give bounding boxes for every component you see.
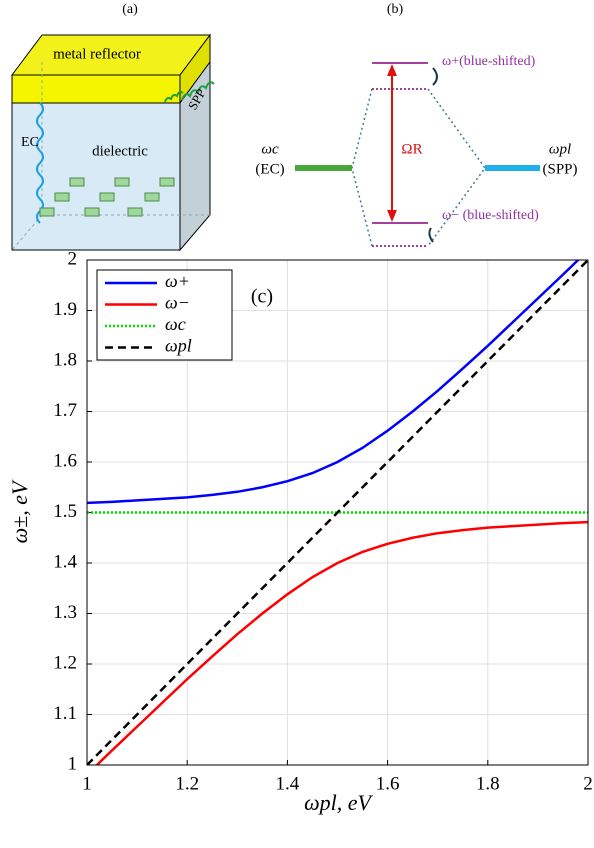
axes-box [86, 259, 589, 766]
y-tick-label: 1.5 [53, 501, 77, 522]
x-tick-label: 2 [583, 773, 593, 794]
panel-label: (b) [387, 2, 404, 17]
y-tick-label: 1.6 [53, 450, 77, 471]
spp-wave [181, 81, 215, 101]
legend-label: ωc [165, 314, 186, 334]
y-tick-label: 1.8 [53, 349, 77, 370]
y-tick-label: 1.2 [53, 652, 77, 673]
panel-label: (a) [122, 2, 138, 17]
cavity-name: (EC) [255, 161, 284, 177]
plasmon-symbol: ωpl [549, 141, 571, 157]
legend-label: ωpl [165, 336, 192, 356]
x-tick-label: 1.2 [175, 773, 199, 794]
ec-wave [36, 102, 44, 224]
y-tick-label: 1.7 [53, 400, 77, 421]
rabi-label: ΩR [401, 141, 422, 157]
reflector-front [11, 74, 181, 104]
y-tick-label: 1.3 [53, 602, 77, 623]
arrow-head [387, 210, 397, 222]
y-tick-label: 2 [68, 248, 78, 269]
y-axis-label: ω±, eV [7, 479, 32, 543]
coupling-lines [351, 88, 486, 247]
plot: 1 1.1 1.2 1.3 1.4 1.5 1.6 1.7 1.8 1.9 2 1 1.2 1.4 1.6 1… [7, 248, 593, 815]
hidden-edge [11, 214, 43, 251]
shift-arrow [432, 67, 438, 86]
arrow-head [387, 64, 397, 76]
plasmon-name: (SPP) [542, 161, 577, 177]
legend-label: ω− [165, 293, 190, 313]
y-tick-label: 1.1 [53, 703, 77, 724]
x-tick-label: 1 [82, 773, 92, 794]
ec-label: EC [21, 135, 39, 150]
quantum-dots [39, 177, 175, 217]
spp-wave [164, 91, 184, 103]
cavity-symbol: ωc [261, 141, 279, 157]
y-tick-label: 1 [68, 753, 78, 774]
x-tick-label: 1.8 [476, 773, 500, 794]
x-tick-label: 1.4 [276, 773, 300, 794]
shift-arrow [428, 227, 434, 243]
dielectric-label: dielectric [92, 143, 148, 159]
reflector-label: metal reflector [53, 46, 141, 62]
upper-label: ω+(blue-shifted) [442, 54, 536, 69]
legend-box [96, 269, 233, 361]
series-line [95, 520, 588, 765]
annotation: (c) [251, 286, 273, 308]
series-line [87, 260, 588, 765]
lower-label: ω− (blue-shifted) [442, 208, 539, 223]
x-tick-label: 1.6 [376, 773, 400, 794]
series-line [87, 260, 580, 505]
y-tick-label: 1.4 [53, 551, 77, 572]
legend-label: ω+ [165, 271, 190, 291]
x-axis-label: ωpl, eV [304, 790, 373, 815]
y-tick-label: 1.9 [53, 299, 77, 320]
